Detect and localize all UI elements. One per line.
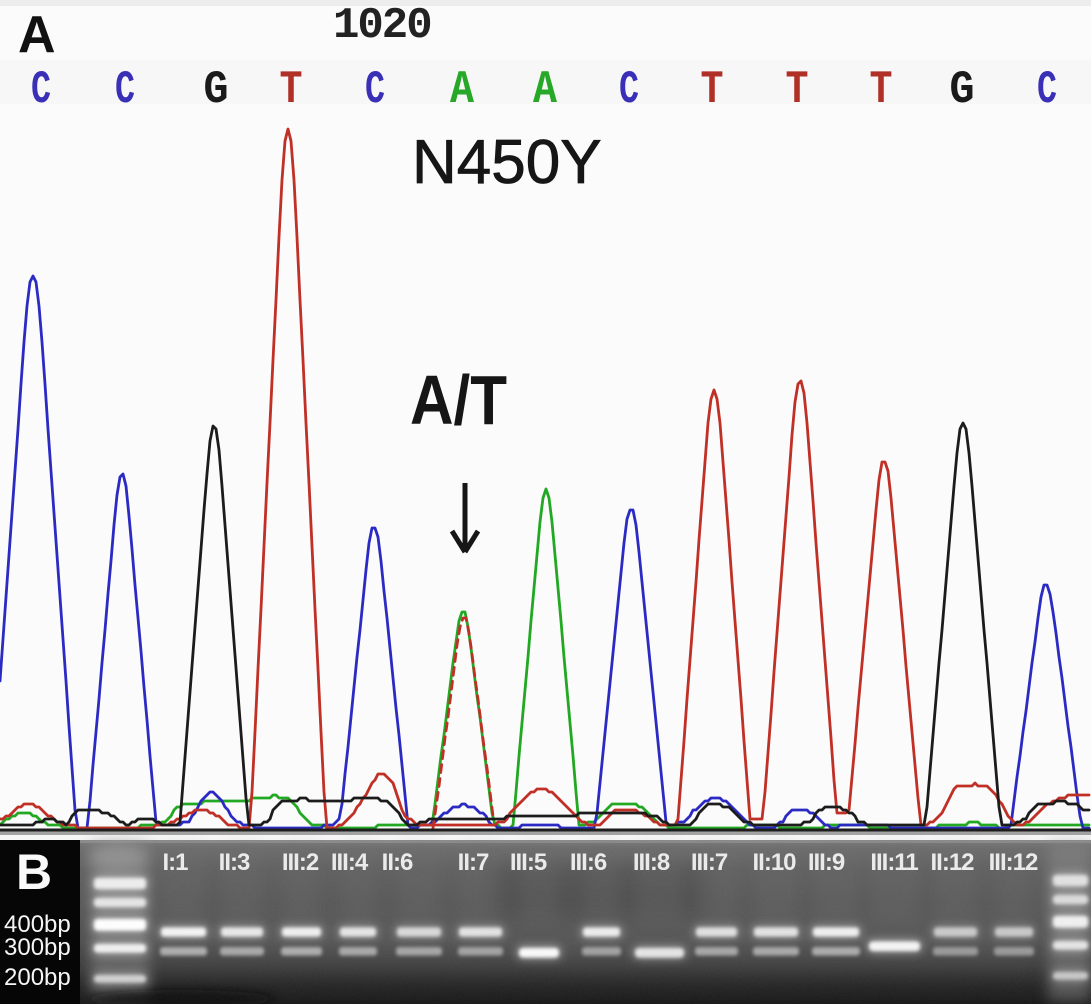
svg-text:N450Y: N450Y	[412, 128, 602, 197]
svg-text:T: T	[701, 64, 724, 116]
svg-text:C: C	[365, 64, 385, 116]
svg-text:A/T: A/T	[410, 361, 507, 439]
svg-text:300bp: 300bp	[4, 934, 71, 961]
svg-text:B: B	[16, 844, 52, 900]
svg-text:G: G	[204, 64, 229, 116]
svg-text:A: A	[18, 6, 56, 64]
svg-text:C: C	[115, 64, 135, 116]
svg-text:T: T	[870, 64, 893, 116]
svg-text:1020: 1020	[333, 1, 431, 51]
svg-text:T: T	[280, 64, 303, 116]
svg-text:C: C	[31, 64, 51, 116]
svg-text:T: T	[786, 64, 809, 116]
svg-text:400bp: 400bp	[4, 911, 71, 938]
svg-text:C: C	[1037, 64, 1057, 116]
svg-text:G: G	[950, 64, 975, 116]
svg-text:A: A	[533, 64, 557, 116]
svg-text:A: A	[450, 64, 474, 116]
svg-text:200bp: 200bp	[4, 964, 71, 991]
svg-text:C: C	[619, 64, 639, 116]
